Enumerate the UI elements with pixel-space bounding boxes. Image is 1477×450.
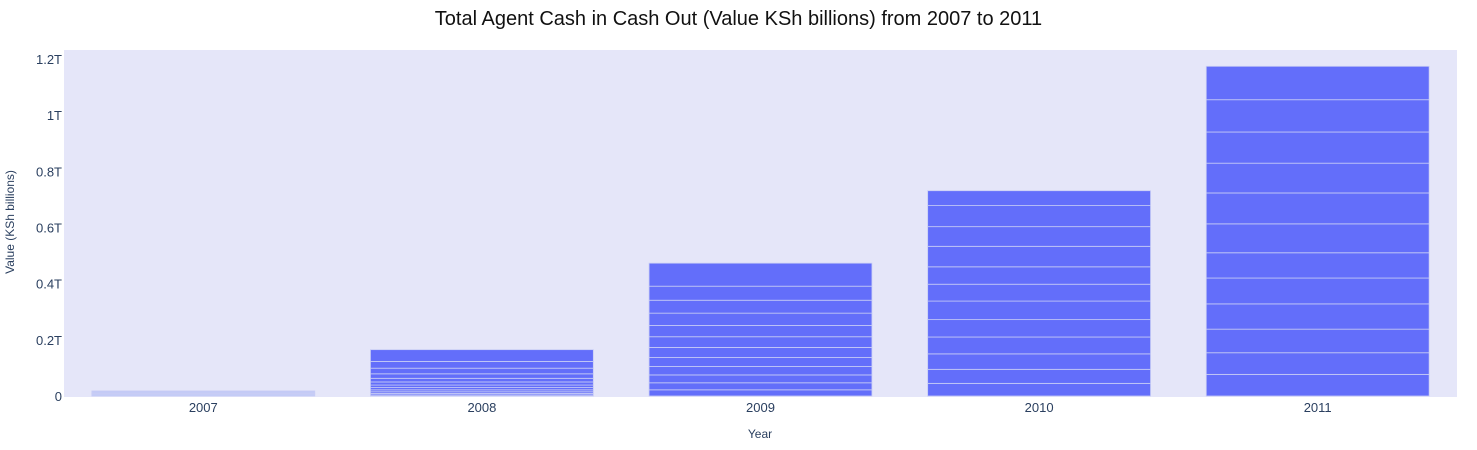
bar-segment-2011-4 xyxy=(1205,303,1430,330)
bar-segment-2009-7 xyxy=(648,336,873,348)
bar-segment-2007-4 xyxy=(91,390,316,393)
x-axis-title: Year xyxy=(748,427,772,441)
x-tick-label-2011: 2011 xyxy=(1304,400,1332,415)
bar-segment-2011-9 xyxy=(1205,162,1430,194)
bar-segment-2009-2 xyxy=(648,382,873,391)
bar-segment-2010-12 xyxy=(927,190,1151,206)
bar-segment-2009-1 xyxy=(648,389,873,397)
bar-segment-2010-11 xyxy=(927,205,1151,228)
bar-segment-2010-7 xyxy=(927,283,1151,302)
bar-segment-2011-7 xyxy=(1205,223,1430,254)
x-axis-ticks: 2007 2008 2009 2010 2011 xyxy=(189,400,1332,415)
bar-segment-2010-10 xyxy=(927,226,1151,247)
y-tick-label-5: 1T xyxy=(47,108,62,123)
bar-segment-2009-11 xyxy=(648,285,873,301)
bar-segment-2009-5 xyxy=(648,357,873,367)
y-tick-label-4: 0.8T xyxy=(36,164,62,179)
bar-segment-2008-12 xyxy=(370,349,594,362)
bar-segment-2011-10 xyxy=(1205,131,1430,164)
y-tick-label-0: 0 xyxy=(55,389,62,404)
bar-segment-2010-1 xyxy=(927,382,1151,397)
bar-segment-2008-8 xyxy=(370,377,594,383)
bar-segment-2011-11 xyxy=(1205,99,1430,133)
y-tick-label-3: 0.6T xyxy=(36,221,62,236)
y-axis-title: Value (KSh billions) xyxy=(3,170,17,274)
bar-segment-2010-8 xyxy=(927,266,1151,285)
bar-segment-2011-12 xyxy=(1205,65,1430,101)
bar-segment-2009-10 xyxy=(648,299,873,314)
bar-segment-2011-6 xyxy=(1205,252,1430,279)
bar-segment-2011-3 xyxy=(1205,328,1430,354)
y-tick-label-1: 0.2T xyxy=(36,333,62,348)
chart-title: Total Agent Cash in Cash Out (Value KSh … xyxy=(435,8,1042,30)
bar-segment-2010-9 xyxy=(927,245,1151,268)
bar-segment-2009-4 xyxy=(648,366,873,376)
bar-segment-2010-2 xyxy=(927,368,1151,384)
bar-segment-2009-9 xyxy=(648,312,873,326)
bar-segment-2010-3 xyxy=(927,353,1151,370)
bar-segment-2010-5 xyxy=(927,319,1151,338)
y-tick-label-2: 0.4T xyxy=(36,277,62,292)
bar-segment-2011-2 xyxy=(1205,352,1430,375)
y-axis-ticks: 0 0.2T 0.4T 0.6T 0.8T 1T 1.2T xyxy=(36,52,62,404)
bar-segment-2009-3 xyxy=(648,374,873,384)
bar-segment-2010-6 xyxy=(927,300,1151,321)
x-tick-label-2007: 2007 xyxy=(189,400,218,415)
bar-segment-2011-8 xyxy=(1205,192,1430,225)
bars xyxy=(91,65,1430,397)
bar-segment-2011-5 xyxy=(1205,277,1430,305)
bar-segment-2011-1 xyxy=(1205,373,1430,397)
x-tick-label-2010: 2010 xyxy=(1025,400,1054,415)
bar-segment-2008-9 xyxy=(370,373,594,379)
bar-segment-2009-8 xyxy=(648,325,873,338)
y-tick-label-6: 1.2T xyxy=(36,52,62,67)
x-tick-label-2009: 2009 xyxy=(746,400,775,415)
bar-segment-2010-4 xyxy=(927,336,1151,355)
x-tick-label-2008: 2008 xyxy=(467,400,496,415)
bar-segment-2009-12 xyxy=(648,262,873,287)
bar-segment-2008-11 xyxy=(370,361,594,369)
bar-segment-2008-10 xyxy=(370,367,594,375)
bar-segment-2009-6 xyxy=(648,347,873,358)
bar-segment-2008-7 xyxy=(370,381,594,386)
